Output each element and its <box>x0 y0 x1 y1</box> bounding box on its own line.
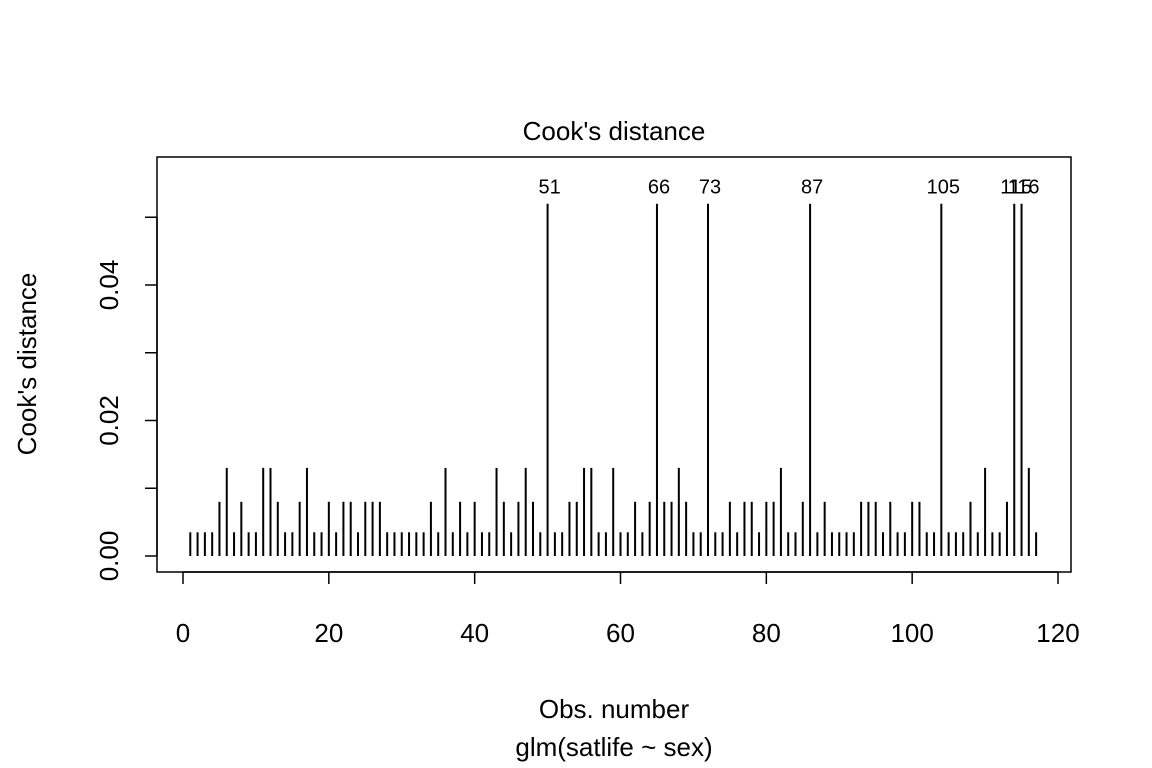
y-tick-label: 0.00 <box>94 531 124 582</box>
peak-label-73: 73 <box>699 177 721 199</box>
x-tick-label: 120 <box>1036 618 1079 648</box>
peak-label-116: 116 <box>1008 177 1040 199</box>
x-tick-label: 20 <box>314 618 343 648</box>
y-tick-label: 0.02 <box>94 395 124 446</box>
peak-label-87: 87 <box>801 177 823 199</box>
chart-subtitle: glm(satlife ~ sex) <box>515 732 712 762</box>
x-tick-label: 60 <box>606 618 635 648</box>
x-tick-label: 80 <box>752 618 781 648</box>
x-tick-label: 0 <box>176 618 190 648</box>
x-axis-title: Obs. number <box>539 694 690 724</box>
peak-label-51: 51 <box>538 177 560 199</box>
peak-label-105: 105 <box>927 177 960 199</box>
y-tick-label: 0.04 <box>94 260 124 311</box>
y-axis-title: Cook's distance <box>12 273 42 456</box>
peak-label-66: 66 <box>648 177 670 199</box>
bars-group <box>189 203 1038 556</box>
x-tick-label: 100 <box>890 618 933 648</box>
x-axis: 0 20 40 60 80 100 120 <box>176 571 1080 648</box>
x-tick-label: 40 <box>460 618 489 648</box>
peak-label-115: 115 <box>1000 177 1032 199</box>
y-axis: 0.00 0.02 0.04 <box>94 216 158 582</box>
chart-title: Cook's distance <box>523 116 706 146</box>
